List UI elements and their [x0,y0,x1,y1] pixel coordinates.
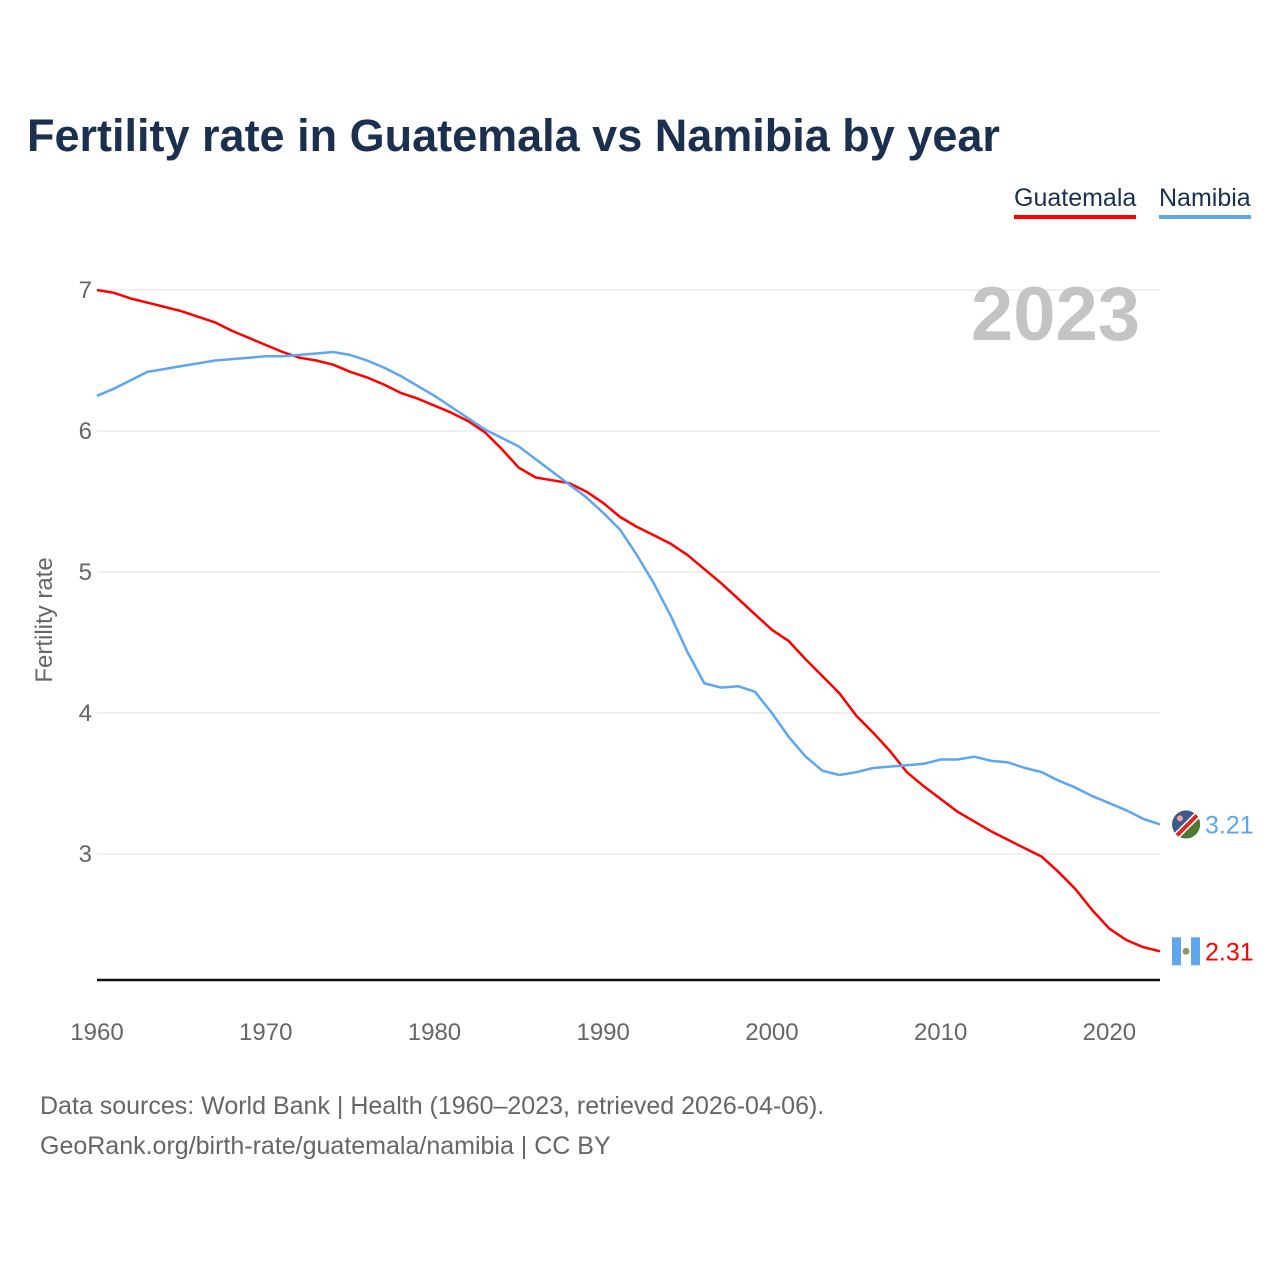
legend-item-namibia[interactable]: Namibia [1159,184,1251,219]
y-tick-label: 7 [79,277,92,304]
flag-stripe [1172,937,1181,966]
footer: Data sources: World Bank | Health (1960–… [40,1086,824,1166]
series-line-namibia [96,350,1161,826]
end-value-label-namibia: 3.21 [1205,811,1254,839]
x-tick-label: 2010 [914,1019,967,1046]
y-tick-label: 3 [79,841,92,868]
x-tick-label: 1980 [408,1019,461,1046]
flag-stripe [1191,937,1200,966]
x-tick-label: 1990 [576,1019,629,1046]
flag-sun [1177,815,1183,822]
footer-link[interactable]: GeoRank.org/birth-rate/guatemala/namibia… [40,1132,611,1160]
series-line-guatemala [96,288,1161,953]
legend-item-guatemala[interactable]: Guatemala [1014,184,1137,219]
flag-red-band [1175,813,1199,837]
y-tick-label: 4 [79,700,92,727]
x-tick-label: 2000 [745,1019,798,1046]
x-tick-label: 1960 [70,1019,123,1046]
chart-title: Fertility rate in Guatemala vs Namibia b… [27,110,1000,161]
year-watermark: 2023 [971,272,1140,357]
y-tick-label: 6 [79,418,92,445]
x-tick-label: 2020 [1083,1019,1136,1046]
end-value-label-guatemala: 2.31 [1205,938,1254,966]
y-tick-label: 5 [79,559,92,586]
y-axis-label: Fertility rate [31,557,58,682]
footer-sources: Data sources: World Bank | Health (1960–… [40,1092,825,1120]
flag-emblem [1182,947,1190,955]
x-tick-label: 1970 [239,1019,292,1046]
